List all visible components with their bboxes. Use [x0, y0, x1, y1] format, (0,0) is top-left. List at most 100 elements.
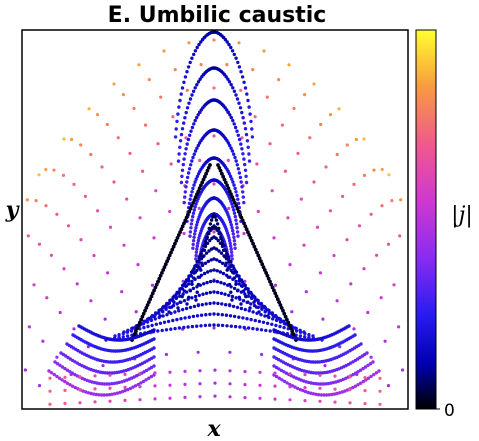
scatter-point [78, 388, 82, 392]
scatter-point [130, 326, 134, 331]
scatter-point [227, 293, 231, 297]
scatter-point [136, 263, 140, 267]
scatter-point [75, 282, 79, 286]
scatter-point [194, 298, 198, 302]
scatter-point [190, 190, 194, 194]
scatter-point [193, 49, 198, 53]
scatter-point [171, 298, 175, 303]
scatter-point [189, 222, 194, 226]
scatter-point [180, 224, 185, 229]
scatter-point [126, 387, 130, 392]
scatter-point [177, 290, 181, 294]
scatter-point [139, 381, 143, 385]
scatter-point [195, 285, 199, 289]
scatter-point [108, 373, 112, 377]
scatter-point [73, 385, 78, 390]
scatter-point [152, 236, 156, 240]
scatter-point [83, 194, 87, 198]
scatter-point [180, 174, 184, 178]
scatter-point [182, 299, 187, 303]
scatter-point [166, 319, 171, 324]
scatter-point [193, 277, 197, 281]
scatter-point [57, 376, 62, 380]
scatter-point [184, 136, 188, 140]
scatter-point [319, 382, 323, 386]
scatter-point [243, 292, 247, 296]
scatter-point [81, 389, 85, 393]
scatter-point [271, 317, 275, 321]
scatter-point [228, 314, 233, 318]
scatter-point [175, 236, 180, 240]
scatter-point [152, 288, 157, 293]
scatter-point [243, 86, 248, 90]
scatter-point [212, 323, 216, 327]
scatter-point [200, 75, 204, 79]
scatter-point [149, 374, 154, 379]
scatter-point [278, 317, 282, 321]
scatter-point [203, 244, 208, 249]
scatter-point [187, 167, 192, 171]
scatter-point [191, 246, 195, 250]
scatter-point [240, 284, 244, 288]
scatter-point [225, 183, 230, 188]
scatter-point [264, 271, 268, 275]
scatter-point [195, 290, 199, 294]
scatter-point [242, 325, 246, 330]
scatter-point [150, 323, 154, 328]
scatter-point [284, 371, 289, 375]
scatter-point [335, 299, 339, 303]
scatter-point [99, 393, 104, 397]
scatter-point [173, 310, 177, 314]
scatter-point [171, 115, 175, 119]
scatter-point [232, 314, 237, 319]
scatter-point [182, 221, 186, 226]
scatter-point [52, 372, 56, 377]
scatter-point [212, 230, 216, 234]
scatter-point [141, 379, 146, 384]
scatter-point [212, 86, 216, 90]
scatter-point [101, 364, 105, 368]
scatter-point [349, 282, 353, 286]
scatter-point [142, 325, 146, 330]
scatter-point [228, 275, 232, 279]
scatter-point [160, 271, 164, 275]
scatter-point [110, 382, 114, 386]
scatter-point [273, 283, 278, 287]
scatter-point [89, 299, 93, 303]
scatter-point [173, 68, 177, 72]
scatter-point [63, 388, 67, 392]
scatter-point [229, 45, 233, 50]
scatter-point [78, 375, 82, 379]
scatter-point [233, 324, 238, 329]
scatter-point [226, 266, 230, 270]
scatter-point [259, 313, 263, 317]
scatter-point [286, 320, 291, 325]
scatter-point [183, 152, 187, 156]
scatter-point [315, 225, 320, 229]
scatter-point [235, 226, 239, 230]
scatter-point [34, 199, 38, 203]
scatter-point [190, 125, 195, 130]
scatter-point [263, 306, 268, 310]
scatter-point [299, 197, 303, 201]
scatter-point [213, 368, 217, 372]
scatter-point [316, 382, 321, 386]
scatter-point [156, 142, 160, 146]
scatter-point [185, 142, 189, 146]
scatter-point [219, 280, 223, 285]
scatter-point [191, 186, 195, 191]
scatter-point [267, 311, 271, 315]
scatter-point [387, 173, 391, 177]
scatter-point [234, 56, 238, 60]
scatter-point [212, 134, 216, 138]
scatter-point [274, 323, 278, 328]
scatter-point [63, 366, 67, 371]
scatter-point [190, 296, 194, 300]
scatter-point [333, 387, 337, 391]
scatter-point [153, 317, 157, 321]
scatter-point [243, 127, 248, 131]
scatter-point [215, 228, 220, 232]
scatter-point [216, 323, 220, 327]
scatter-point [318, 373, 322, 377]
scatter-point [222, 282, 226, 286]
